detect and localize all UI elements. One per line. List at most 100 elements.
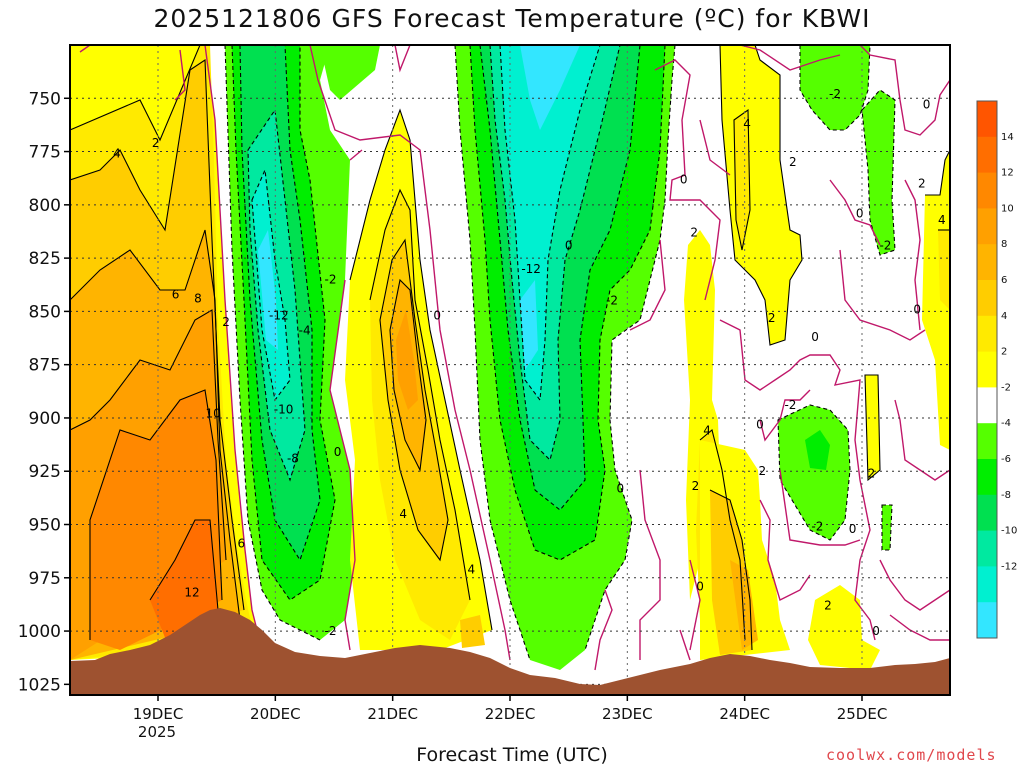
contour-label: 6 <box>172 287 180 301</box>
contour-label: 2 <box>824 598 832 612</box>
contour-label: 2 <box>222 315 230 329</box>
contour-label: 4 <box>399 507 407 521</box>
colorbar-band <box>977 244 997 281</box>
contour-label: 4 <box>938 213 946 227</box>
contour-label: 2 <box>868 466 876 480</box>
colorbar-label: 8 <box>1001 239 1007 250</box>
colorbar-label: 12 <box>1001 168 1014 179</box>
y-tick-label: 875 <box>29 356 61 376</box>
contour-label: 4 <box>703 424 711 438</box>
y-tick-label: 925 <box>29 462 61 482</box>
y-tick-label: 1025 <box>18 675 61 695</box>
contour-label: 12 <box>184 586 199 600</box>
contour-label: 2 <box>690 226 698 240</box>
colorbar-label: -2 <box>1001 382 1011 393</box>
contour-label: 4 <box>743 117 751 131</box>
contour-label: -2 <box>811 520 823 534</box>
contour-label: -2 <box>879 238 891 252</box>
colorbar-label: 14 <box>1001 132 1014 143</box>
contour-label: 10 <box>206 407 221 421</box>
x-axis: 19DEC 20DEC 21DEC 22DEC 23DEC 24DEC 25DEC <box>133 695 888 723</box>
colorbar-band <box>977 602 997 639</box>
year-label: 2025 <box>138 723 176 741</box>
contour-label: 0 <box>433 309 441 323</box>
y-tick-label: 950 <box>29 516 61 536</box>
colorbar-label: 2 <box>1001 347 1007 358</box>
contour-label: 2 <box>789 155 797 169</box>
y-tick-label: 750 <box>29 89 61 109</box>
contour-label: -2 <box>829 87 841 101</box>
contour-label: -12 <box>269 309 289 323</box>
warm-region-24dec <box>684 45 950 670</box>
contour-label: -2 <box>606 294 618 308</box>
contour-label: 4 <box>113 147 121 161</box>
colorbar-band <box>977 494 997 532</box>
contour-label: 8 <box>194 292 202 306</box>
y-tick-label: 900 <box>29 409 61 429</box>
x-tick-label: 20DEC <box>250 705 301 723</box>
x-tick-label: 25DEC <box>837 705 888 723</box>
x-tick-label: 21DEC <box>367 705 418 723</box>
contour-label: 2 <box>758 464 766 478</box>
contour-label: -2 <box>324 272 336 286</box>
colorbar-band <box>977 459 997 496</box>
contour-label: 6 <box>237 537 245 551</box>
y-tick-label: 850 <box>29 302 61 322</box>
warm-region-19dec <box>70 45 262 660</box>
contour-label: 0 <box>680 172 688 186</box>
contour-label: 0 <box>565 238 573 252</box>
contour-label: 0 <box>756 417 764 431</box>
contour-label: 0 <box>696 579 704 593</box>
y-tick-label: 825 <box>29 249 61 269</box>
contour-label: 0 <box>811 330 819 344</box>
terrain <box>70 608 950 695</box>
contour-label: 0 <box>849 522 857 536</box>
contour-label: 2 <box>918 177 926 191</box>
y-tick-label: 1000 <box>18 622 61 642</box>
colorbar-band <box>977 566 997 603</box>
cold-region-20dec <box>225 45 380 640</box>
contour-label: -4 <box>299 324 311 338</box>
colorbar-band <box>977 208 997 245</box>
x-tick-label: 19DEC <box>133 705 184 723</box>
colorbar-band <box>977 530 997 567</box>
colorbar-band <box>977 387 997 424</box>
colorbar-label: 10 <box>1001 203 1014 214</box>
colorbar-label: -10 <box>1001 526 1017 537</box>
colorbar-label: 6 <box>1001 275 1007 286</box>
contour-labels: 426 8210126-12-4-10-8-20-2044-120-2002240… <box>113 87 945 638</box>
contour-label: 0 <box>616 481 624 495</box>
colorbar-band <box>977 101 997 138</box>
y-tick-label: 975 <box>29 569 61 589</box>
chart-title: 2025121806 GFS Forecast Temperature (ºC)… <box>153 4 871 33</box>
colorbar-band <box>977 351 997 388</box>
x-tick-label: 23DEC <box>602 705 653 723</box>
x-axis-title: Forecast Time (UTC) <box>416 744 608 766</box>
y-tick-label: 800 <box>29 196 61 216</box>
contour-label: 2 <box>768 311 776 325</box>
colorbar-label: -8 <box>1001 490 1011 501</box>
colorbar-label: -6 <box>1001 454 1011 465</box>
contour-label: 0 <box>334 445 342 459</box>
contour-label: 0 <box>913 302 921 316</box>
contour-label: 2 <box>692 479 700 493</box>
colorbar: 14 12 10 8 6 4 2 -2 -4 -6 -8 -10 -12 <box>976 100 1017 639</box>
contour-label: -8 <box>287 451 299 465</box>
colorbar-band <box>977 136 997 174</box>
contour-label: -2 <box>784 398 796 412</box>
colorbar-label: 4 <box>1001 311 1007 322</box>
y-axis: 750 775 800 825 850 875 900 925 950 975 1000 1025 <box>18 89 70 695</box>
colorbar-band <box>977 280 997 317</box>
contour-label: 0 <box>923 98 931 112</box>
x-tick-label: 24DEC <box>719 705 770 723</box>
contour-label: -12 <box>521 262 541 276</box>
contour-label: -10 <box>274 402 294 416</box>
contour-label: 4 <box>467 562 475 576</box>
source-credit: coolwx.com/models <box>826 746 997 764</box>
colorbar-band <box>977 172 997 209</box>
contour-label: 0 <box>856 206 864 220</box>
y-tick-label: 775 <box>29 143 61 163</box>
contour-label: -2 <box>324 624 336 638</box>
colorbar-label: -12 <box>1001 561 1017 572</box>
